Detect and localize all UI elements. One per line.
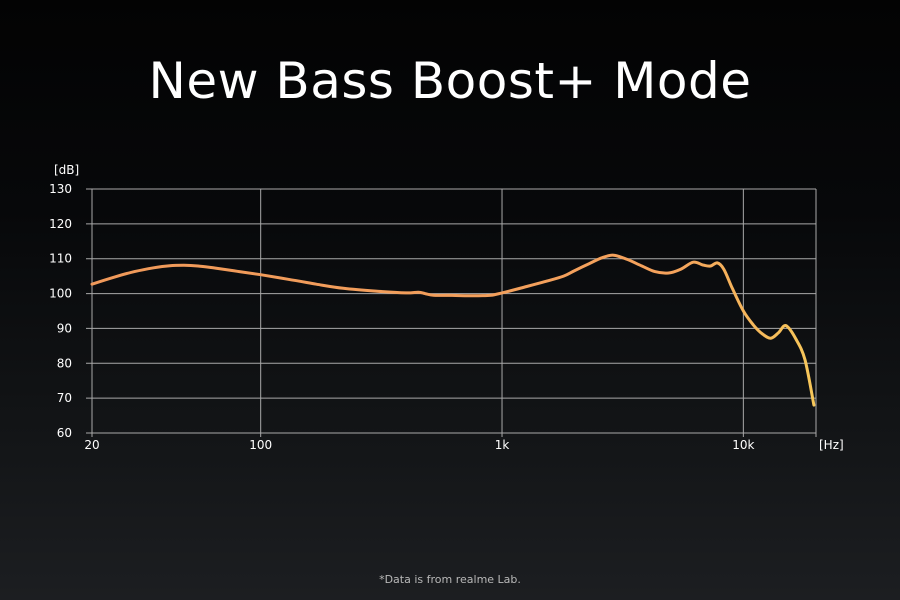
y-tick-label: 80 bbox=[57, 356, 72, 370]
x-axis-ticks: 20 100 1k 10k bbox=[84, 438, 754, 452]
y-axis-ticks: 60 70 80 90 100 110 120 130 bbox=[49, 182, 72, 440]
y-tick-label: 60 bbox=[57, 426, 72, 440]
y-tick-label: 110 bbox=[49, 252, 72, 266]
y-tick-label: 70 bbox=[57, 391, 72, 405]
x-tick-label: 100 bbox=[249, 438, 272, 452]
response-curve bbox=[90, 253, 816, 407]
y-tick-label: 100 bbox=[49, 287, 72, 301]
x-tick-label: 20 bbox=[84, 438, 99, 452]
y-axis-label: [dB] bbox=[54, 163, 79, 177]
x-tick-label: 1k bbox=[495, 438, 510, 452]
x-axis-label: [Hz] bbox=[819, 438, 844, 452]
y-tick-label: 120 bbox=[49, 217, 72, 231]
footnote: *Data is from realme Lab. bbox=[379, 573, 521, 586]
y-tick-label: 130 bbox=[49, 182, 72, 196]
x-tick-label: 10k bbox=[732, 438, 754, 452]
y-tick-label: 90 bbox=[57, 321, 72, 335]
chart-title: New Bass Boost+ Mode bbox=[148, 52, 752, 110]
grid-lines bbox=[86, 188, 817, 437]
